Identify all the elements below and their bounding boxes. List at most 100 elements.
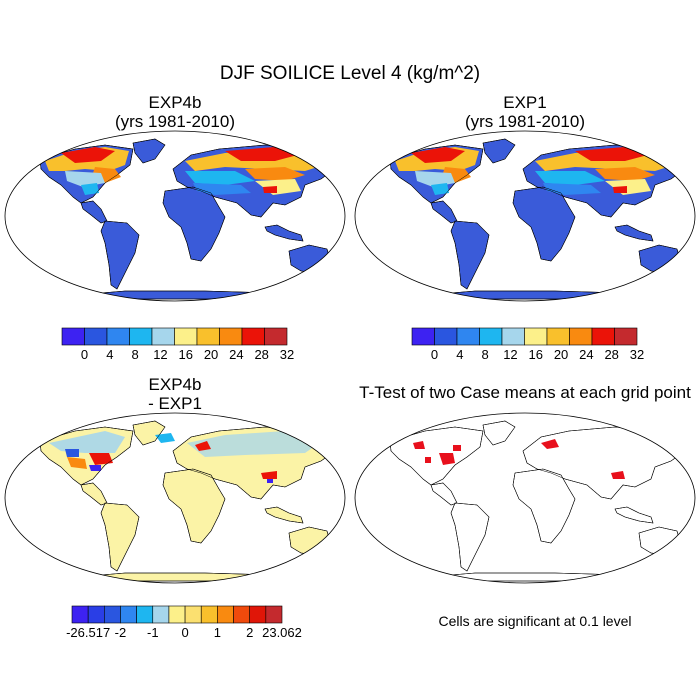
significance-note: Cells are significant at 0.1 level [438, 613, 632, 629]
map-border [4, 412, 346, 584]
main-title: DJF SOILICE Level 4 (kg/m^2) [219, 63, 481, 84]
data-patch [185, 171, 255, 185]
colorbar-2-label: 0 [431, 347, 438, 362]
map-panel-4 [354, 412, 696, 584]
coastline-central [430, 200, 458, 224]
coastline-samerica [450, 502, 490, 572]
colorbar-3-label: -26.517 [66, 625, 110, 640]
colorbar-2-box [434, 327, 458, 346]
data-patch [89, 453, 113, 465]
data-patch [267, 479, 273, 483]
coastline-greenland [132, 420, 166, 446]
colorbar-1-box [151, 327, 175, 346]
colorbar-3-box [104, 605, 121, 624]
data-patch [535, 171, 605, 185]
colorbar-1-box [174, 327, 198, 346]
coastline-africa [162, 186, 226, 262]
colorbar-1-box [61, 327, 85, 346]
colorbar-2-label: 28 [604, 347, 618, 362]
data-patch [245, 167, 305, 181]
data-patch [261, 471, 277, 479]
colorbar-3-label: -1 [147, 625, 159, 640]
coastline-namerica [389, 426, 484, 486]
colorbar-3-label: 2 [246, 625, 253, 640]
data-patch [155, 433, 175, 443]
data-patch [65, 171, 105, 187]
colorbar-2-box [411, 327, 435, 346]
data-patch [49, 431, 125, 453]
colorbar-1-label: 4 [106, 347, 113, 362]
colorbar-1: 0 4 8 12 16 20 24 28 32 [61, 327, 294, 362]
colorbar-1-label: 12 [153, 347, 167, 362]
data-patch [415, 171, 455, 187]
data-patch [81, 183, 99, 195]
colorbar-1-box [264, 327, 288, 346]
data-patch [255, 179, 301, 195]
data-patch [541, 439, 559, 449]
colorbar-3-box [200, 605, 218, 624]
colorbar-1-label: 0 [81, 347, 88, 362]
coastline-islands [614, 224, 654, 242]
panel-4-title: T-Test of two Case means at each grid po… [359, 383, 691, 402]
data-patch [425, 457, 431, 463]
colorbar-2-label: 16 [529, 347, 543, 362]
colorbar-3-box [168, 605, 186, 624]
colorbar-2-box [456, 327, 480, 346]
colorbar-3-label: 1 [214, 625, 221, 640]
coastline-namerica [39, 144, 134, 204]
colorbar-3-box [184, 605, 202, 624]
colorbar-3: -26.517 -2 -1 0 1 2 23.062 [66, 605, 302, 640]
coastline-islands [264, 224, 304, 242]
panel-1-title-line1: EXP4b [148, 93, 202, 112]
colorbar-2-label: 20 [554, 347, 568, 362]
data-patch [611, 471, 625, 479]
coastline-greenland [132, 138, 166, 164]
colorbar-1-label: 8 [132, 347, 139, 362]
colorbar-3-box [152, 605, 170, 624]
colorbar-2-label: 8 [482, 347, 489, 362]
colorbar-2-box [524, 327, 548, 346]
colorbar-1-box [241, 327, 265, 346]
colorbar-1-box [129, 327, 153, 346]
colorbar-3-box [265, 605, 283, 624]
colorbar-1-box [196, 327, 220, 346]
coastline-central [80, 482, 108, 506]
colorbar-3-box [71, 605, 89, 624]
colorbar-2-box [479, 327, 503, 346]
colorbar-3-label: -2 [115, 625, 127, 640]
colorbar-3-box [249, 605, 267, 624]
data-patch [67, 457, 87, 469]
data-patch [431, 183, 449, 195]
colorbar-1-label: 32 [280, 347, 294, 362]
map-border [4, 130, 346, 302]
data-patch [65, 449, 79, 457]
panel-1-title: EXP4b (yrs 1981-2010) [20, 93, 330, 131]
colorbar-2-box [569, 327, 593, 346]
panel-1-title-line2: (yrs 1981-2010) [114, 112, 235, 131]
data-patch [263, 186, 277, 193]
coastline-greenland [482, 138, 516, 164]
panel-2-title: EXP1 (yrs 1981-2010) [370, 93, 680, 131]
coastline-greenland [482, 420, 516, 446]
panel-3-title-line2: - EXP1 [148, 394, 202, 413]
colorbar-1-label: 24 [229, 347, 243, 362]
map-land [39, 420, 336, 582]
colorbar-2-box [591, 327, 615, 346]
coastline-samerica [100, 502, 140, 572]
colorbar-1-label: 16 [179, 347, 193, 362]
data-patch [413, 441, 425, 449]
coastline-africa [162, 468, 226, 544]
panel-3-title: EXP4b - EXP1 [20, 375, 330, 413]
colorbar-2-box [614, 327, 638, 346]
data-patch [595, 167, 655, 181]
map-land [389, 420, 686, 582]
coastline-namerica [389, 144, 484, 204]
colorbar-3-box [136, 605, 154, 624]
coastline-islands [264, 506, 304, 524]
data-patch [411, 147, 465, 163]
coastline-samerica [450, 220, 490, 290]
panel-3-title-line1: EXP4b [148, 375, 202, 394]
coastline-islands [614, 506, 654, 524]
coastline-africa [512, 468, 576, 544]
data-patch [605, 179, 651, 195]
